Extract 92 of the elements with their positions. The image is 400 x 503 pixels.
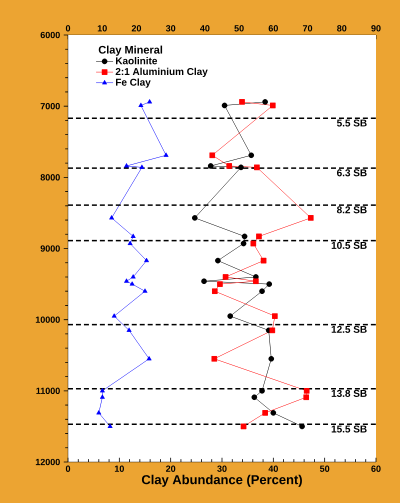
ref-line-label: 13.8 SB [332,390,367,397]
x2-tick-label: 0 [66,25,70,32]
point [96,410,102,414]
x2-tick-label: 70 [302,25,312,32]
point [164,152,169,157]
x-tick-label: 20 [166,466,176,472]
point [126,328,132,332]
x2-tick-label: 20 [132,25,142,32]
point [209,152,216,158]
point [222,274,228,280]
point [254,164,260,170]
point [112,313,117,318]
x2-tick-label: 40 [200,25,210,32]
y-tick-label: 8000 [40,174,60,181]
point [222,102,228,108]
x2-tick-label: 60 [268,25,278,32]
point [142,288,148,293]
point [308,215,314,221]
point [227,313,234,319]
point [240,424,246,430]
point [124,163,130,168]
point [250,240,256,246]
x2-tick-label: 50 [234,25,244,32]
ref-line-label: 8.2 SB [336,206,367,214]
point [262,410,268,416]
point [108,424,113,428]
point [130,234,136,238]
y-tick-label: 10000 [36,316,60,323]
legend-label: Kaolinite [116,57,158,64]
ref-line-label: 10.5 SB [332,242,367,249]
point [192,215,198,221]
point [201,278,207,284]
point [100,388,105,392]
x2-tick-label: 30 [166,25,176,32]
legend-label: 2:1 Aluminium Clay [116,68,208,78]
point [251,394,258,400]
point [242,234,248,240]
point [212,288,218,294]
point [253,278,259,284]
y-tick-label: 7000 [40,102,60,110]
point [304,388,310,394]
ref-line-label: 5.5 SB [336,119,367,127]
y-tick-label: 11000 [36,388,60,394]
point [147,99,152,104]
ref-line-label: 6.3 SB [337,169,367,176]
point [238,164,244,170]
x2-tick-label: 10 [98,25,107,32]
point [146,356,152,360]
x-tick-label: 30 [217,466,227,472]
point [124,278,130,283]
point [268,356,274,362]
point [215,258,221,264]
point [109,215,114,220]
x-tick-label: 60 [371,466,381,472]
ref-line-label: 15.5 SB [332,425,367,433]
x-tick-label: 50 [320,466,330,472]
y-tick-label: 9000 [40,245,60,252]
y-tick-label: 12000 [36,458,60,466]
ref-line-label: 12.5 SB [332,326,367,333]
point [248,152,254,158]
y-tick-label: 6000 [40,32,60,38]
point [239,99,245,105]
point [211,356,218,362]
point [270,410,276,416]
point [128,240,133,246]
point [269,328,276,334]
point [226,163,232,169]
point [272,313,278,319]
x-tick-label: 10 [114,466,124,472]
point [270,102,276,108]
point [217,281,223,287]
x-tick-label: 0 [66,466,70,472]
point [260,258,266,264]
point [130,274,136,279]
point [262,99,268,105]
x-axis-title: Clay Abundance (Percent) [142,474,302,487]
point [130,281,135,286]
point [240,240,246,246]
legend-title: Clay Mineral [98,46,162,56]
x2-tick-label: 80 [337,25,346,32]
point [100,394,105,399]
point [266,281,272,287]
point [144,258,150,262]
point [303,394,310,400]
x-tick-label: 40 [268,466,278,472]
point [208,163,214,169]
point [259,288,265,294]
point [139,164,144,169]
point [256,234,262,240]
legend-label: Fe Clay [116,78,151,88]
x2-tick-label: 90 [371,25,381,32]
point [138,102,144,108]
